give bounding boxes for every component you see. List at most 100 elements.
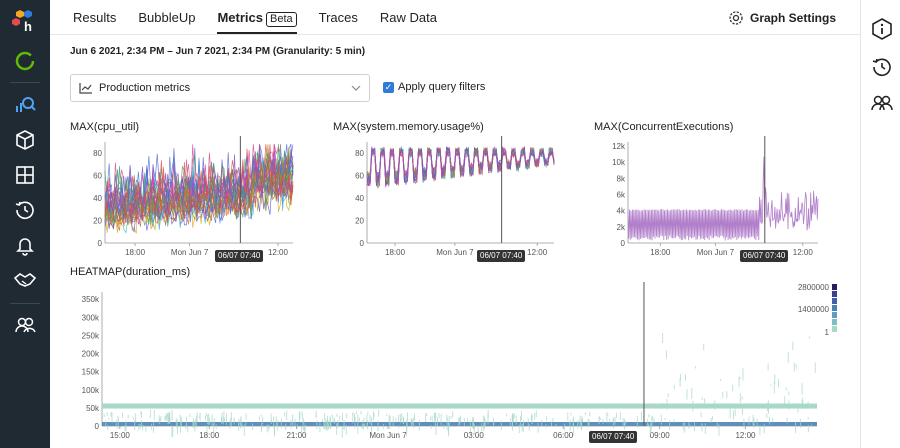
cpu-util-chart[interactable]: 0 20 40 60 80 18:00 Mon Jun 7 12:00 [80, 136, 300, 260]
tab-results[interactable]: Results [73, 10, 116, 34]
duration-heatmap-chart[interactable]: 0 50k 100k 150k 200k 250k 300k 350k 15:00 18:00 21… [70, 282, 840, 448]
integrations-handshake-icon[interactable] [10, 265, 40, 295]
cpu-series-line [104, 144, 294, 212]
history-clock-icon[interactable] [10, 195, 40, 225]
chart-title-memory: MAX(system.memory.usage%) [333, 121, 484, 133]
heatmap-cell [134, 419, 136, 431]
heatmap-cell [513, 413, 515, 418]
graph-settings-label: Graph Settings [749, 11, 836, 25]
heatmap-cell [661, 402, 663, 409]
heatmap-cell [653, 418, 655, 423]
heatmap-cell [612, 417, 614, 424]
heatmap-cell [303, 419, 305, 424]
heatmap-cell [691, 387, 693, 399]
heatmap-cell [339, 415, 341, 421]
heatmap-cell [778, 379, 779, 388]
heatmap-cell [270, 413, 272, 424]
graph-settings-button[interactable]: Graph Settings [728, 10, 836, 26]
heatmap-cell [284, 412, 286, 417]
heatmap-cell [169, 417, 171, 421]
heatmap-cell [296, 424, 298, 429]
heatmap-legend-label: 1 [825, 328, 830, 337]
heatmap-cell [106, 412, 108, 417]
chart-title-executions: MAX(ConcurrentExecutions) [594, 121, 734, 133]
heatmap-cell [569, 422, 571, 425]
environment-ring-icon[interactable] [10, 46, 40, 76]
metrics-board-select[interactable]: Production metrics [70, 74, 370, 102]
collaborators-users-icon[interactable] [869, 90, 895, 116]
heatmap-cell [158, 415, 160, 425]
honeycomb-logo-icon[interactable]: h [10, 6, 40, 36]
heatmap-cell [808, 336, 810, 339]
heatmap-cell [484, 419, 486, 427]
heatmap-cell [792, 341, 794, 351]
heatmap-cell [303, 425, 305, 432]
hover-time-marker: 06/07 07:40 [215, 250, 264, 262]
y-tick-label: 6k [617, 191, 626, 200]
heatmap-cell [700, 412, 702, 418]
heatmap-cell [343, 424, 345, 430]
heatmap-cell [206, 425, 208, 432]
heatmap-cell [726, 391, 728, 399]
boards-grid-icon[interactable] [10, 160, 40, 190]
heatmap-cell [573, 424, 574, 436]
heatmap-cell [588, 419, 590, 426]
heatmap-cell [521, 410, 522, 420]
heatmap-cell [811, 424, 813, 428]
heatmap-cell [325, 418, 327, 429]
x-tick-label: Mon Jun 7 [697, 248, 735, 257]
y-tick-label: 80 [93, 149, 102, 158]
apply-query-filters-checkbox[interactable]: ✓ Apply query filters [383, 81, 485, 93]
heatmap-cell [712, 416, 713, 420]
heatmap-cell [701, 424, 703, 432]
heatmap-cell [522, 422, 524, 433]
heatmap-cell [748, 416, 750, 425]
heatmap-cell [418, 420, 420, 431]
heatmap-cell [180, 416, 182, 426]
heatmap-cell [481, 422, 483, 432]
heatmap-cell [720, 378, 722, 381]
heatmap-cell [230, 412, 232, 419]
heatmap-cell [363, 423, 365, 430]
heatmap-cell [793, 362, 795, 372]
heatmap-cell [662, 333, 664, 343]
hover-time-marker: 06/07 07:40 [477, 250, 526, 262]
tab-traces[interactable]: Traces [319, 10, 358, 34]
heatmap-cell [472, 417, 474, 428]
heatmap-cell [509, 418, 511, 427]
query-search-icon[interactable] [10, 90, 40, 120]
heatmap-cell [704, 398, 706, 404]
heatmap-cell [211, 414, 213, 427]
heatmap-cell [797, 404, 799, 413]
team-users-icon[interactable] [10, 310, 40, 340]
heatmap-cell [753, 418, 755, 427]
heatmap-cell [729, 407, 731, 419]
heatmap-cell [196, 412, 198, 422]
datasets-cube-icon[interactable] [10, 125, 40, 155]
triggers-bell-icon[interactable] [10, 230, 40, 260]
heatmap-cell [722, 391, 724, 399]
info-icon[interactable] [869, 16, 895, 42]
heatmap-cell [636, 415, 638, 428]
heatmap-cell [435, 424, 437, 435]
x-tick-label: 18:00 [125, 248, 146, 257]
heatmap-cell [527, 418, 529, 428]
concurrent-executions-chart[interactable]: 0 2k 4k 6k 8k 10k 12k 18:00 Mon Jun 7 12:00 [598, 136, 823, 260]
heatmap-cell [460, 415, 462, 424]
heatmap-cell [205, 415, 206, 421]
heatmap-cell [430, 416, 431, 421]
heatmap-cell [452, 411, 454, 418]
heatmap-cell [389, 422, 391, 429]
heatmap-cell [103, 413, 105, 417]
heatmap-cell [273, 416, 275, 428]
y-tick-label: 60 [93, 172, 102, 181]
heatmap-cell [164, 415, 166, 421]
tab-metrics[interactable]: Metrics Beta [217, 10, 297, 34]
heatmap-cell [448, 416, 450, 428]
tab-bubbleup[interactable]: BubbleUp [138, 10, 195, 34]
memory-usage-chart[interactable]: 0 20 40 60 80 18:00 Mon Jun 7 12:00 [340, 136, 560, 260]
heatmap-cell [607, 413, 609, 416]
query-history-icon[interactable] [869, 54, 895, 80]
heatmap-cell [270, 419, 272, 422]
tab-raw-data[interactable]: Raw Data [380, 10, 437, 34]
